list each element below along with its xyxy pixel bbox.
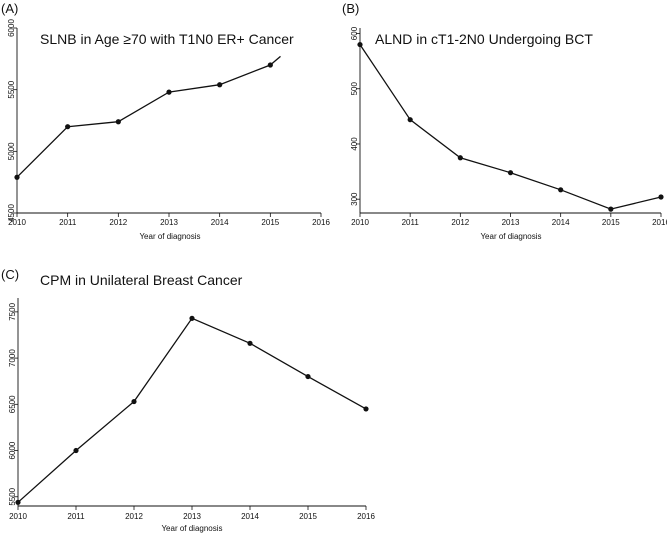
x-tick-label-b-2013: 2013	[502, 218, 520, 227]
data-point-c-2014	[247, 340, 253, 346]
x-tick-label-c-2015: 2015	[299, 512, 317, 521]
data-point-c-2011	[73, 447, 79, 454]
data-point-c-2013	[189, 315, 195, 321]
chart-title-c: CPM in Unilateral Breast Cancer	[40, 272, 243, 288]
x-tick-label-a-2012: 2012	[109, 218, 127, 227]
x-tick-label-b-2010: 2010	[351, 218, 369, 227]
data-point-b-2015	[608, 206, 614, 212]
x-axis-title-a: Year of diagnosis	[139, 232, 200, 241]
data-point-a-2013	[166, 89, 172, 95]
data-point-a-2014	[217, 82, 223, 88]
x-tick-label-a-2016: 2016	[312, 218, 330, 227]
series-line-b	[359, 44, 662, 210]
x-tick-label-b-2016: 2016	[652, 218, 667, 227]
series-line-a	[16, 55, 281, 178]
data-point-c-2016	[363, 406, 369, 412]
y-tick-label-a-6000: 6000	[7, 19, 16, 37]
x-tick-label-c-2012: 2012	[125, 512, 143, 521]
chart-panel-a: (A) SLNB in Age ≥70 with T1N0 ER+ Cancer…	[1, 1, 330, 241]
chart-panel-b: (B) ALND in cT1-2N0 Undergoing BCT Year …	[342, 1, 667, 241]
x-tick-label-a-2010: 2010	[8, 218, 26, 227]
panel-label-b: (B)	[342, 1, 359, 16]
data-point-c-2015	[305, 373, 311, 380]
data-point-a-2011	[65, 124, 71, 130]
y-tick-label-c-6000: 6000	[8, 441, 17, 459]
data-point-b-2013	[507, 170, 514, 176]
data-point-b-2010	[357, 41, 363, 48]
y-tick-label-b-300: 300	[350, 192, 359, 206]
data-point-b-2016	[658, 194, 664, 200]
data-point-b-2014	[558, 187, 564, 193]
x-tick-label-b-2014: 2014	[552, 218, 570, 227]
y-tick-label-c-7000: 7000	[8, 349, 17, 367]
x-tick-label-a-2014: 2014	[211, 218, 229, 227]
data-point-a-2010	[14, 174, 20, 180]
x-tick-label-c-2013: 2013	[183, 512, 201, 521]
x-tick-label-b-2011: 2011	[402, 218, 420, 227]
x-tick-label-a-2015: 2015	[261, 218, 279, 227]
series-line-c	[17, 317, 367, 503]
data-point-c-2012	[131, 398, 137, 405]
data-point-b-2012	[457, 155, 463, 161]
y-tick-label-b-400: 400	[350, 137, 359, 151]
x-tick-label-c-2016: 2016	[357, 512, 375, 521]
y-tick-label-b-500: 500	[350, 82, 359, 96]
panel-label-c: (C)	[1, 267, 19, 282]
y-tick-label-c-6500: 6500	[8, 395, 17, 413]
x-tick-label-c-2011: 2011	[67, 512, 85, 521]
y-tick-label-a-4500: 4500	[7, 204, 16, 222]
x-axis-title-b: Year of diagnosis	[480, 232, 541, 241]
x-tick-label-b-2015: 2015	[602, 218, 620, 227]
x-axis-title-c: Year of diagnosis	[161, 524, 222, 533]
chart-title-b: ALND in cT1-2N0 Undergoing BCT	[375, 31, 593, 47]
x-tick-label-c-2014: 2014	[241, 512, 259, 521]
panel-label-a: (A)	[1, 1, 18, 16]
y-tick-label-c-7500: 7500	[8, 302, 17, 320]
chart-panel-c: (C) CPM in Unilateral Breast Cancer Year…	[1, 267, 375, 533]
chart-title-a: SLNB in Age ≥70 with T1N0 ER+ Cancer	[40, 31, 294, 47]
x-tick-label-a-2011: 2011	[59, 218, 77, 227]
x-tick-label-c-2010: 2010	[9, 512, 27, 521]
y-tick-label-b-600: 600	[350, 26, 359, 40]
y-tick-label-c-5500: 5500	[8, 487, 17, 505]
y-tick-label-a-5000: 5000	[7, 142, 16, 160]
x-tick-label-a-2013: 2013	[160, 218, 178, 227]
data-point-a-2015	[267, 62, 273, 68]
data-point-b-2011	[407, 117, 413, 123]
x-tick-label-b-2012: 2012	[451, 218, 469, 227]
data-point-c-2010	[15, 499, 21, 505]
data-point-a-2012	[115, 119, 121, 125]
y-tick-label-a-5500: 5500	[7, 80, 16, 98]
